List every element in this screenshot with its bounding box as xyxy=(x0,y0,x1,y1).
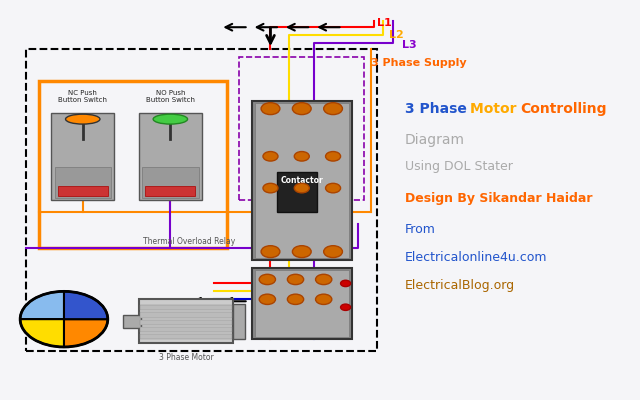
Circle shape xyxy=(340,304,351,310)
Bar xyxy=(26,49,377,351)
Text: Controlling: Controlling xyxy=(520,102,607,116)
Bar xyxy=(140,312,232,318)
Circle shape xyxy=(287,274,303,285)
Bar xyxy=(255,103,349,258)
Text: NC Push
Button Switch: NC Push Button Switch xyxy=(58,90,108,103)
Bar xyxy=(124,314,141,328)
Bar xyxy=(139,113,202,200)
Text: L3: L3 xyxy=(402,40,417,50)
Circle shape xyxy=(287,294,303,304)
Bar xyxy=(239,57,364,200)
Circle shape xyxy=(316,294,332,304)
Wedge shape xyxy=(64,291,108,319)
Circle shape xyxy=(294,152,309,161)
Text: NO Push
Button Switch: NO Push Button Switch xyxy=(146,90,195,103)
Text: L1: L1 xyxy=(377,18,392,28)
Text: From: From xyxy=(405,223,436,236)
Bar xyxy=(140,320,232,325)
Text: Diagram: Diagram xyxy=(405,134,465,148)
Bar xyxy=(51,113,114,200)
Bar xyxy=(252,101,352,260)
Circle shape xyxy=(326,183,340,193)
Circle shape xyxy=(340,280,351,286)
Circle shape xyxy=(259,274,275,285)
Bar xyxy=(58,186,108,196)
Bar xyxy=(140,305,232,310)
Circle shape xyxy=(263,183,278,193)
Bar xyxy=(54,168,111,198)
Circle shape xyxy=(261,246,280,258)
Circle shape xyxy=(261,103,280,114)
Circle shape xyxy=(263,152,278,161)
Bar xyxy=(140,327,232,332)
Bar xyxy=(139,299,233,343)
Text: 3 Phase Supply: 3 Phase Supply xyxy=(371,58,466,68)
Text: 3 Phase Motor: 3 Phase Motor xyxy=(159,353,213,362)
Circle shape xyxy=(316,274,332,285)
Circle shape xyxy=(292,246,311,258)
Wedge shape xyxy=(64,319,108,347)
Text: Contactor: Contactor xyxy=(280,176,323,185)
Bar xyxy=(145,186,195,196)
Bar xyxy=(233,304,246,339)
Bar xyxy=(252,268,352,339)
Bar xyxy=(39,81,227,248)
Wedge shape xyxy=(20,291,64,319)
Ellipse shape xyxy=(153,114,188,124)
Bar xyxy=(255,270,349,337)
Bar xyxy=(276,172,317,212)
Circle shape xyxy=(326,152,340,161)
Wedge shape xyxy=(20,319,64,347)
Text: Using DOL Stater: Using DOL Stater xyxy=(405,160,513,173)
Ellipse shape xyxy=(65,114,100,124)
Text: L2: L2 xyxy=(389,30,404,40)
Text: Motor: Motor xyxy=(470,102,522,116)
Text: Thermal Overload Relay: Thermal Overload Relay xyxy=(143,237,236,246)
Circle shape xyxy=(324,246,342,258)
Text: Electricalonline4u.com: Electricalonline4u.com xyxy=(405,251,548,264)
Circle shape xyxy=(292,103,311,114)
Text: ElectricalBlog.org: ElectricalBlog.org xyxy=(405,279,515,292)
Bar xyxy=(142,168,198,198)
Circle shape xyxy=(259,294,275,304)
Circle shape xyxy=(324,103,342,114)
Text: Design By Sikandar Haidar: Design By Sikandar Haidar xyxy=(405,192,593,204)
Circle shape xyxy=(294,183,309,193)
Bar xyxy=(140,334,232,339)
Text: 3 Phase: 3 Phase xyxy=(405,102,472,116)
